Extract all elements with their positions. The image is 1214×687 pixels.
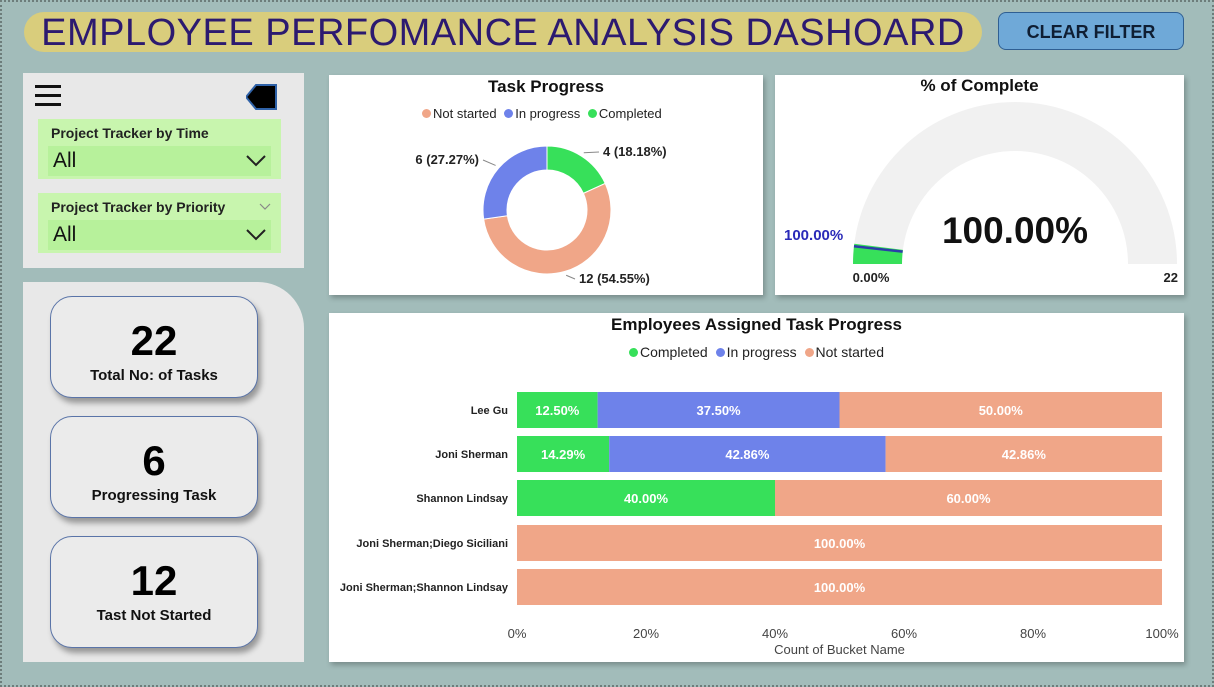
kpi-value: 12 — [130, 557, 178, 604]
bar-category-label: Lee Gu — [471, 405, 508, 417]
time-slicer-dropdown[interactable]: All — [48, 146, 271, 176]
bar-category-label: Shannon Lindsay — [416, 493, 509, 505]
x-tick-label: 20% — [633, 626, 659, 641]
percent-complete-gauge: 100.00% 100.00% 0.00% 22 — [784, 102, 1178, 285]
chevron-down-icon — [246, 155, 266, 167]
gauge-target-label: 100.00% — [784, 227, 843, 244]
gauge-max-label: 22 — [1164, 270, 1178, 285]
back-arrow-icon[interactable] — [246, 83, 278, 111]
priority-slicer-dropdown[interactable]: All — [48, 220, 271, 250]
donut-slice[interactable] — [483, 182, 612, 275]
kpi-total-tasks: 22 Total No: of Tasks — [50, 296, 258, 398]
bar-data-label: 42.86% — [1002, 447, 1047, 462]
bar-segment[interactable] — [609, 436, 886, 472]
gauge-value: 100.00% — [942, 210, 1088, 251]
bar-segment[interactable] — [517, 436, 610, 472]
kpi-value: 22 — [130, 317, 178, 364]
kpi-panel: 22 Total No: of Tasks 6 Progressing Task… — [23, 282, 304, 662]
donut-leader-line — [565, 274, 576, 280]
gauge-track — [853, 102, 1177, 264]
employees-task-progress-title: Employees Assigned Task Progress — [610, 315, 902, 334]
task-progress-card: Task Progress Not started In progress Co… — [329, 75, 763, 295]
bar-data-label: 50.00% — [979, 403, 1024, 418]
filter-panel: Project Tracker by Time All Project Trac… — [23, 73, 304, 268]
bar-segment[interactable] — [885, 436, 1163, 472]
kpi-not-started-tasks: 12 Tast Not Started — [50, 536, 258, 648]
percent-complete-title: % of Complete — [920, 76, 1039, 95]
chevron-down-icon — [246, 229, 266, 241]
legend-item-not-started[interactable]: Not started — [804, 344, 884, 360]
x-tick-label: 40% — [762, 626, 788, 641]
dashboard-title: EMPLOYEE PERFOMANCE ANALYSIS DASHOARD — [24, 12, 982, 52]
task-progress-legend: Not started In progress Completed — [422, 106, 666, 121]
bar-segment[interactable] — [517, 480, 775, 516]
task-progress-title: Task Progress — [488, 77, 604, 96]
employees-task-progress-legend: Completed In progress Not started — [629, 344, 888, 360]
x-tick-label: 80% — [1020, 626, 1046, 641]
bar-data-label: 60.00% — [946, 491, 991, 506]
bar-segment[interactable] — [775, 480, 1162, 516]
chevron-down-icon[interactable] — [259, 203, 271, 211]
bar-data-label: 100.00% — [814, 580, 866, 595]
legend-item-in-progress[interactable]: In progress — [504, 106, 580, 121]
gauge-min-label: 0.00% — [853, 270, 890, 285]
time-slicer-value: All — [53, 149, 77, 172]
legend-item-completed[interactable]: Completed — [629, 344, 708, 360]
x-tick-label: 100% — [1145, 626, 1179, 641]
priority-slicer-value: All — [53, 223, 77, 246]
bar-segment[interactable] — [597, 392, 840, 428]
bar-category-label: Joni Sherman;Diego Siciliani — [356, 538, 508, 550]
donut-data-label: 12 (54.55%) — [579, 271, 650, 286]
bar-segment[interactable] — [517, 525, 1162, 561]
bar-data-label: 14.29% — [541, 447, 586, 462]
kpi-value: 6 — [142, 437, 166, 484]
legend-item-in-progress[interactable]: In progress — [715, 344, 797, 360]
time-slicer: Project Tracker by Time All — [38, 119, 281, 179]
kpi-progressing-tasks: 6 Progressing Task — [50, 416, 258, 518]
employees-task-progress-chart: Lee Gu 12.50% 37.50% 50.00% Joni Sherman 14.2… — [340, 392, 1179, 657]
donut-leader-line — [583, 151, 600, 154]
donut-data-label: 6 (27.27%) — [415, 152, 479, 167]
kpi-label: Total No: of Tasks — [90, 367, 218, 384]
x-axis-label: Count of Bucket Name — [774, 642, 905, 657]
gauge-fill — [853, 243, 903, 264]
donut-data-label: 4 (18.18%) — [603, 144, 667, 159]
donut-slice[interactable] — [546, 145, 606, 195]
bar-data-label: 12.50% — [535, 403, 580, 418]
bar-segment[interactable] — [517, 392, 598, 428]
donut-slice[interactable] — [482, 145, 548, 220]
task-progress-donut: 4 (18.18%) 12 (54.55%) 6 (27.27%) — [415, 144, 667, 286]
percent-complete-card: % of Complete 100.00% 100.00% 0.00% 22 — [775, 75, 1184, 295]
x-tick-label: 0% — [508, 626, 527, 641]
x-tick-label: 60% — [891, 626, 917, 641]
donut-leader-line — [482, 159, 496, 166]
time-slicer-label: Project Tracker by Time — [51, 125, 209, 141]
bar-segment[interactable] — [517, 569, 1162, 605]
clear-filter-button[interactable]: CLEAR FILTER — [998, 12, 1184, 50]
legend-item-completed[interactable]: Completed — [587, 106, 662, 121]
bar-data-label: 40.00% — [624, 491, 669, 506]
bar-category-label: Joni Sherman;Shannon Lindsay — [340, 582, 509, 594]
hamburger-menu-icon[interactable] — [35, 85, 61, 109]
gauge-target-line — [853, 244, 903, 253]
priority-slicer: Project Tracker by Priority All — [38, 193, 281, 253]
bar-data-label: 100.00% — [814, 536, 866, 551]
bar-category-label: Joni Sherman — [435, 449, 508, 461]
legend-item-not-started[interactable]: Not started — [422, 106, 497, 121]
bar-segment[interactable] — [839, 392, 1163, 428]
bar-data-label: 37.50% — [697, 403, 742, 418]
bar-data-label: 42.86% — [725, 447, 770, 462]
employees-task-progress-card: Employees Assigned Task Progress Complet… — [329, 313, 1184, 662]
priority-slicer-label: Project Tracker by Priority — [51, 199, 226, 215]
kpi-label: Tast Not Started — [96, 607, 212, 624]
kpi-label: Progressing Task — [91, 487, 217, 504]
